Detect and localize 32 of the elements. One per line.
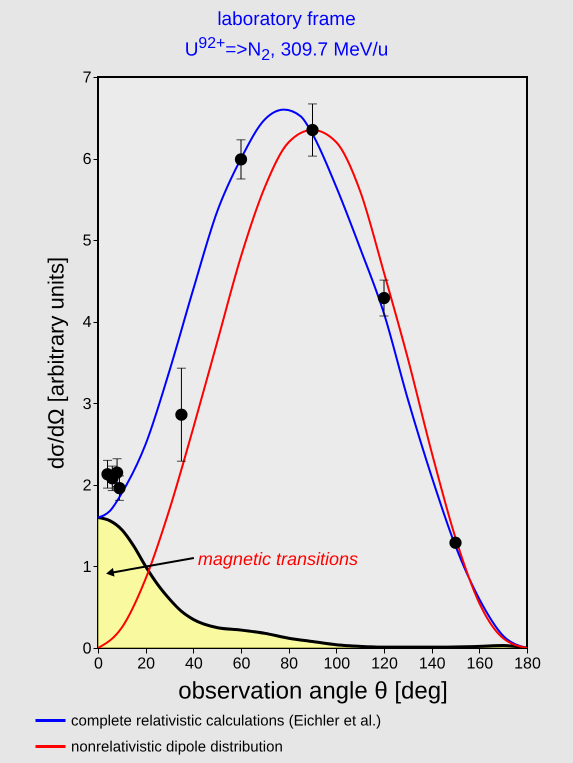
y-tick-label: 0 — [82, 640, 92, 658]
chart-subtitle: U$^{92+}$=>N$_{2}$, 309.7 MeV/u — [184, 34, 390, 66]
legend-label: complete relativistic calculations (Eichler et al.) — [71, 712, 382, 730]
point — [449, 536, 462, 549]
point — [113, 482, 126, 494]
point — [378, 292, 390, 304]
annotation: magnetic transitions — [198, 548, 358, 569]
x-tick-label: 0 — [94, 656, 104, 672]
y-tick-label: 4 — [82, 314, 92, 332]
x-tick-label: 160 — [466, 656, 494, 672]
x-tick-label: 80 — [280, 656, 298, 672]
x-tick-label: 120 — [371, 656, 398, 672]
x-axis-title: observation angle θ [deg] — [178, 678, 448, 704]
point — [234, 153, 248, 166]
y-tick-label: 1 — [82, 558, 92, 576]
point — [175, 408, 188, 421]
point — [306, 124, 319, 136]
y-tick-label: 2 — [82, 477, 92, 494]
x-tick-label: 180 — [514, 656, 541, 672]
x-tick-label: 20 — [137, 656, 156, 672]
y-tick-label: 6 — [82, 151, 92, 168]
y-tick-label: 7 — [82, 70, 92, 86]
y-tick-label: 3 — [82, 396, 92, 413]
x-tick-label: 100 — [323, 656, 350, 672]
legend-label: nonrelativistic dipole distribution — [71, 738, 283, 756]
y-axis-title: dσ/dΩ [arbitrary units] — [44, 256, 69, 470]
x-tick-label: 60 — [232, 656, 250, 672]
chart-title: laboratory frame — [216, 8, 357, 32]
x-tick-label: 40 — [184, 656, 203, 672]
x-tick-label: 140 — [418, 656, 446, 672]
y-tick-label: 5 — [82, 232, 92, 250]
point — [110, 466, 124, 479]
